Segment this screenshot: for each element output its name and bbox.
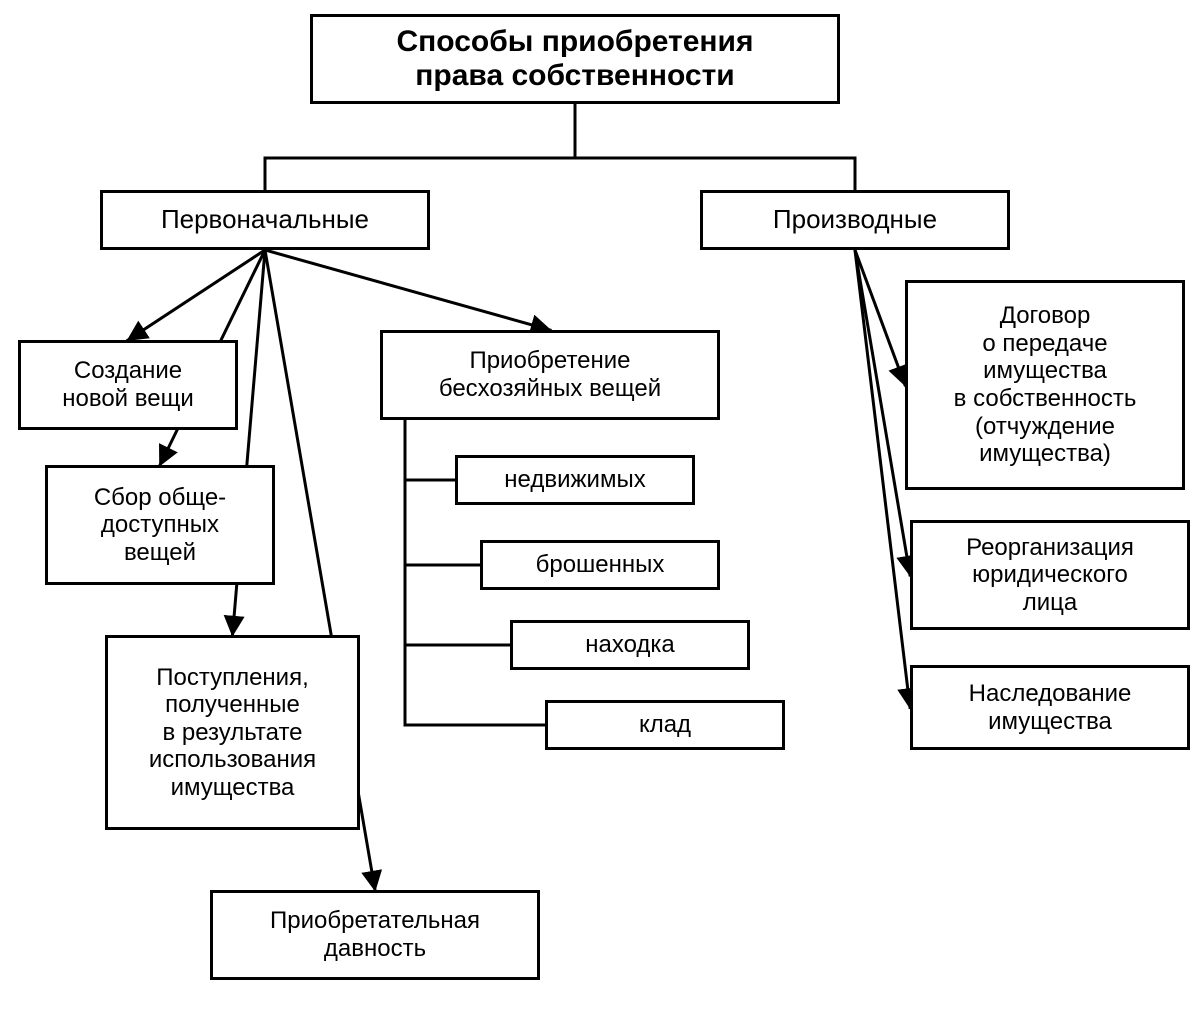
- node-acq: Приобретение бесхозяйных вещей: [380, 330, 720, 420]
- node-d2: Реорганизация юридического лица: [910, 520, 1190, 630]
- node-label: Способы приобретения права собственности: [396, 25, 753, 94]
- node-d1: Договор о передаче имущества в собственн…: [905, 280, 1185, 490]
- node-cat2: Производные: [700, 190, 1010, 250]
- node-p4: Приобретательная давность: [210, 890, 540, 980]
- node-a3: находка: [510, 620, 750, 670]
- node-label: Первоначальные: [161, 205, 369, 235]
- node-p3: Поступления, полученные в результате исп…: [105, 635, 360, 830]
- node-a1: недвижимых: [455, 455, 695, 505]
- node-p1: Создание новой вещи: [18, 340, 238, 430]
- node-cat1: Первоначальные: [100, 190, 430, 250]
- node-label: Реорганизация юридического лица: [966, 534, 1134, 617]
- node-label: находка: [585, 631, 675, 659]
- node-label: клад: [639, 711, 691, 739]
- node-p2: Сбор обще- доступных вещей: [45, 465, 275, 585]
- node-label: недвижимых: [504, 466, 645, 494]
- node-a4: клад: [545, 700, 785, 750]
- node-label: Создание новой вещи: [62, 357, 193, 412]
- node-label: Приобретение бесхозяйных вещей: [439, 347, 661, 402]
- node-label: Наследование имущества: [969, 680, 1132, 735]
- node-label: брошенных: [536, 551, 665, 579]
- node-label: Поступления, полученные в результате исп…: [149, 664, 316, 802]
- node-d3: Наследование имущества: [910, 665, 1190, 750]
- node-root: Способы приобретения права собственности: [310, 14, 840, 104]
- node-label: Приобретательная давность: [270, 907, 480, 962]
- diagram-canvas: Способы приобретения права собственности…: [0, 0, 1200, 1018]
- node-label: Производные: [773, 205, 937, 235]
- node-label: Сбор обще- доступных вещей: [94, 484, 226, 567]
- node-label: Договор о передаче имущества в собственн…: [954, 302, 1137, 468]
- node-a2: брошенных: [480, 540, 720, 590]
